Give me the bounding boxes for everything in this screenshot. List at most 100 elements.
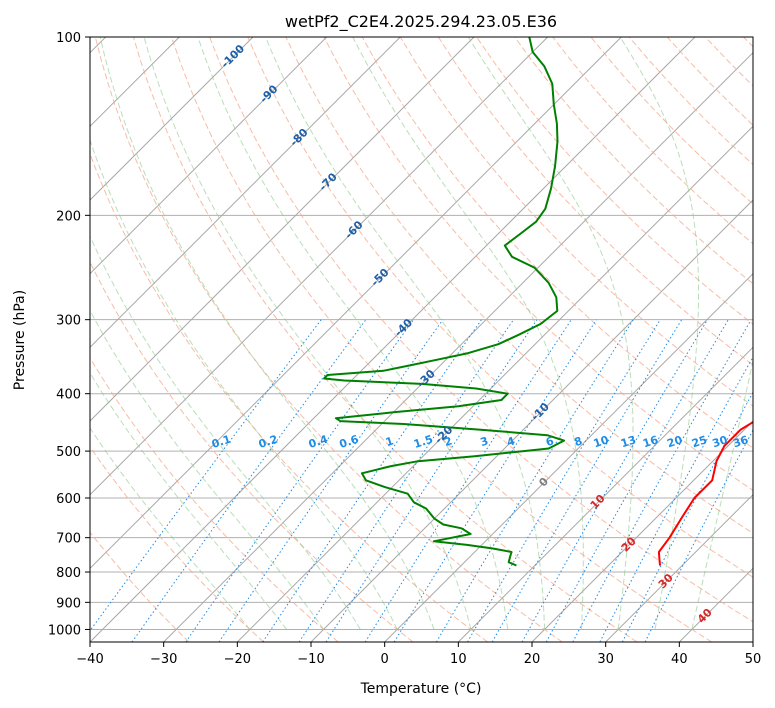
y-tick-label: 600 (56, 492, 81, 507)
moist-adiabat (197, 37, 509, 630)
dry-adiabat (90, 446, 264, 642)
moist-adiabat (90, 235, 361, 630)
moist-adiabat (99, 37, 435, 630)
isotherm-line (752, 641, 753, 642)
dry-adiabat (247, 37, 753, 578)
y-axis-ticks: 100 200 300 400 500 600 700 800 900 1000 (48, 31, 90, 638)
mixing-ratio-line (435, 319, 634, 642)
plot-frame (89, 36, 754, 643)
isotherm-line (90, 37, 328, 275)
x-tick-label: 40 (671, 652, 688, 667)
mixing-ratio-label: 36 (731, 433, 750, 450)
y-axis-title: Pressure (hPa) (12, 290, 28, 390)
background-lines (90, 37, 753, 642)
y-tick-label: 1000 (48, 623, 81, 638)
mixing-ratio-lines (90, 319, 753, 642)
mixing-ratio-label: 3 (479, 434, 490, 449)
temperature-profile-line (657, 420, 753, 566)
dry-adiabat (90, 531, 190, 642)
mixing-ratio-label: 6 (544, 434, 556, 449)
dry-adiabat (285, 37, 753, 535)
y-tick-label: 900 (56, 596, 81, 611)
dry-adiabat (94, 37, 563, 642)
mixing-ratio-label: 30 (711, 433, 730, 450)
isotherm-line (90, 37, 696, 642)
profile-lines (323, 37, 753, 567)
moist-adiabat (467, 37, 634, 630)
x-tick-label: 30 (597, 652, 614, 667)
dry-adiabat (361, 37, 753, 449)
moist-adiabat (619, 37, 699, 630)
mixing-ratio-label: 1 (384, 434, 395, 449)
mixing-ratio-labels: 0.1 0.2 0.4 0.6 1 1.5 2 3 4 6 8 10 13 16 20 25 30 36 (210, 432, 750, 450)
x-tick-label: −20 (224, 652, 251, 667)
moist-adiabat (265, 37, 546, 630)
dry-adiabat (132, 37, 638, 642)
isotherm-line (90, 37, 549, 496)
x-tick-label: 10 (450, 652, 467, 667)
dry-adiabat (90, 260, 414, 642)
x-tick-label: 20 (524, 652, 541, 667)
isotherm-line (163, 51, 753, 642)
isotherm-line (90, 37, 475, 422)
isotherm-line (605, 493, 753, 642)
mixing-ratio-label: 0.2 (257, 433, 280, 451)
y-tick-label: 100 (56, 31, 81, 46)
mixing-ratio-line (545, 319, 729, 642)
grid-lines (90, 37, 753, 642)
moist-adiabat (90, 427, 251, 630)
dewpoint-profile-line (323, 37, 565, 567)
x-tick-label: 50 (745, 652, 762, 667)
mixing-ratio-line (393, 319, 597, 642)
x-axis-ticks: −40 −30 −20 −10 0 10 20 30 40 50 (76, 642, 761, 667)
mixing-ratio-label: 16 (641, 433, 660, 450)
mixing-ratio-line (644, 428, 753, 642)
x-tick-label: −10 (297, 652, 324, 667)
dry-adiabat (437, 37, 753, 366)
isotherm-line (457, 346, 753, 642)
mixing-ratio-label: 0.1 (210, 433, 233, 451)
mixing-ratio-label: 0.4 (307, 432, 330, 450)
dry-adiabat (90, 152, 488, 642)
isotherm-line (384, 272, 753, 642)
moist-adiabat (90, 138, 398, 630)
mixing-ratio-label: 4 (505, 434, 517, 449)
moist-adiabat (352, 37, 584, 630)
dry-adiabat (514, 37, 753, 285)
isotherm-line (90, 37, 254, 201)
y-tick-label: 500 (56, 445, 81, 460)
isotherm-line (531, 420, 753, 642)
dry-adiabat (90, 356, 339, 642)
y-tick-label: 700 (56, 532, 81, 547)
mixing-ratio-label: 10 (592, 433, 611, 450)
y-tick-label: 800 (56, 566, 81, 581)
y-tick-label: 400 (56, 388, 81, 403)
plot-background (90, 37, 753, 642)
x-tick-label: −40 (76, 652, 103, 667)
x-axis-title: Temperature (°C) (360, 681, 482, 697)
mixing-ratio-label: 20 (665, 433, 684, 450)
mixing-ratio-line (572, 319, 752, 642)
y-tick-label: 200 (56, 209, 81, 224)
mixing-ratio-label: 13 (619, 433, 638, 450)
moist-adiabat (90, 371, 288, 630)
x-tick-label: −30 (150, 652, 177, 667)
isotherm-line (236, 125, 753, 642)
isotherm-line (90, 37, 622, 570)
mixing-ratio-line (599, 356, 753, 642)
mixing-ratio-line (621, 391, 753, 642)
mixing-ratio-label: 2 (443, 434, 454, 449)
mixing-ratio-label: 25 (690, 433, 709, 450)
dry-adiabat (209, 37, 753, 623)
mixing-ratio-line (325, 319, 538, 642)
y-tick-label: 300 (56, 314, 81, 329)
moist-adiabat (691, 358, 753, 630)
mixing-ratio-line (131, 319, 367, 642)
dry-adiabat (171, 37, 712, 642)
mixing-ratio-line (491, 319, 683, 642)
mixing-ratio-line (185, 319, 414, 642)
mixing-ratio-label: 1.5 (412, 433, 435, 451)
isotherm-line (90, 37, 401, 349)
dry-adiabat (399, 37, 753, 407)
